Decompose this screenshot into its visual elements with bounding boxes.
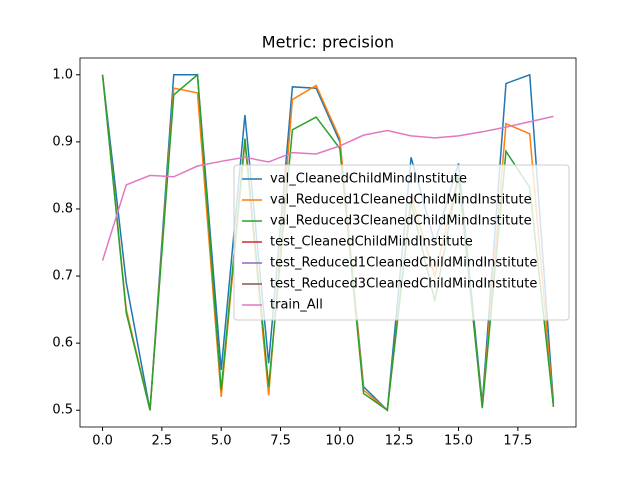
x-tick-label: 5.0	[211, 434, 232, 449]
x-tick-label: 10.0	[325, 434, 354, 449]
axes-frame	[79, 57, 577, 428]
x-tick-label: 15.0	[444, 434, 473, 449]
line	[101, 115, 554, 261]
x-tick-label: 7.5	[270, 434, 291, 449]
line	[101, 73, 555, 412]
legend-label: test_Reduced3CleanedChildMindInstitute	[270, 277, 537, 292]
legend-label: test_CleanedChildMindInstitute	[270, 235, 473, 250]
legend-label: train_All	[270, 298, 323, 313]
y-tick-label: 0.8	[52, 201, 73, 216]
y-tick-label: 1.0	[52, 67, 73, 82]
y-tick-label: 0.7	[52, 269, 73, 284]
chart-title: Metric: precision	[262, 33, 394, 52]
x-tick-label: 12.5	[385, 434, 414, 449]
legend-box	[233, 164, 570, 321]
y-tick-label: 0.6	[52, 336, 73, 351]
legend-label: test_Reduced1CleanedChildMindInstitute	[270, 256, 537, 271]
legend-label: val_CleanedChildMindInstitute	[270, 172, 467, 187]
legend-label: val_Reduced1CleanedChildMindInstitute	[270, 193, 532, 208]
y-tick-label: 0.9	[52, 134, 73, 149]
x-tick-label: 2.5	[152, 434, 173, 449]
x-tick-label: 17.5	[503, 434, 532, 449]
legend-label: val_Reduced3CleanedChildMindInstitute	[270, 214, 532, 229]
y-tick-label: 0.5	[52, 403, 73, 418]
x-tick-label: 0.0	[92, 434, 113, 449]
